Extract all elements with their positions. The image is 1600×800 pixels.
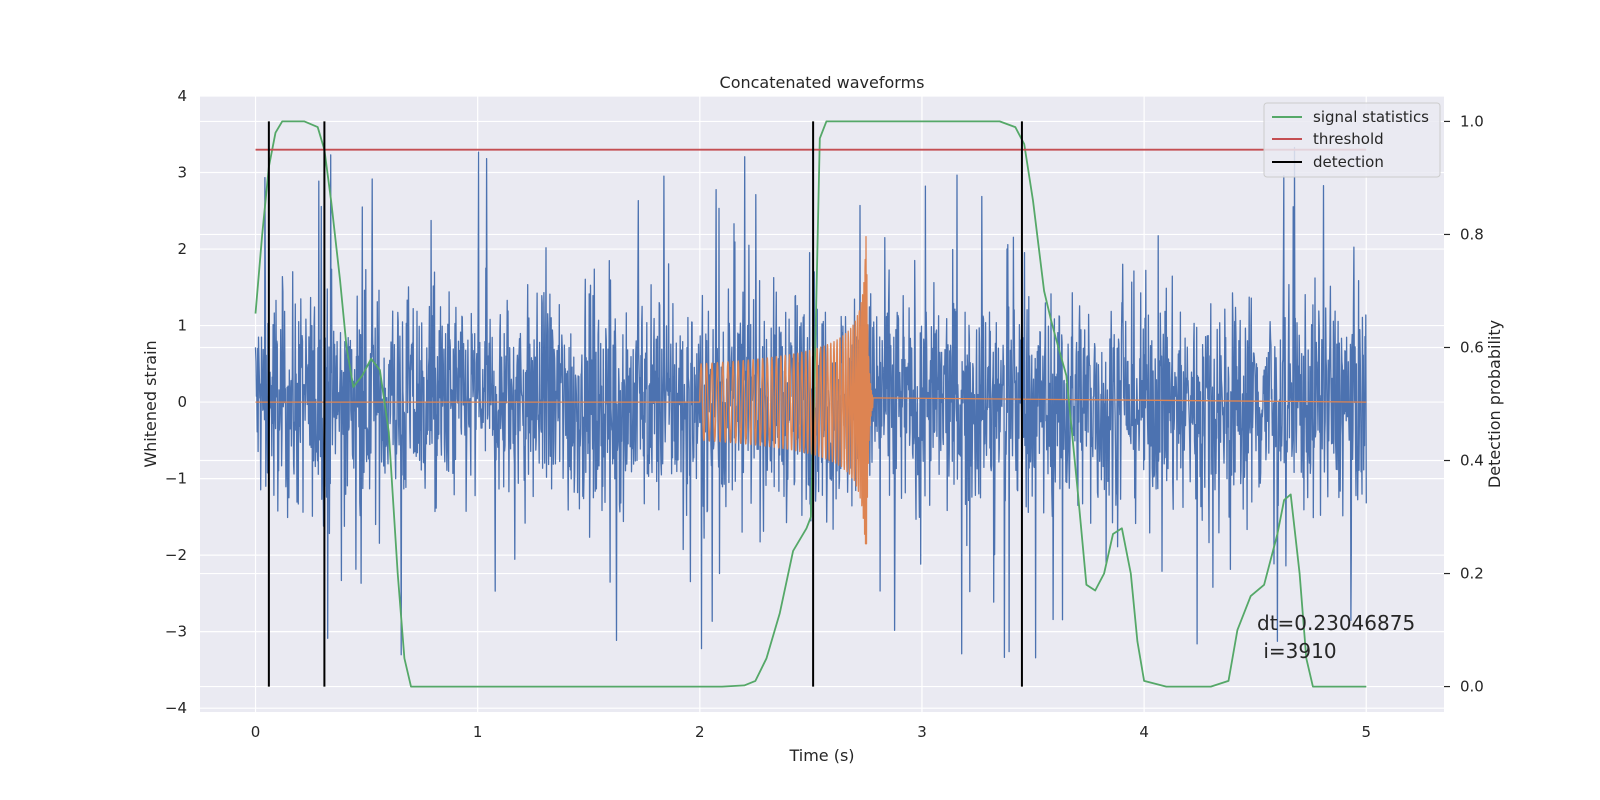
injection-series-line [255,235,1367,545]
y2-tick-label: 0.6 [1460,338,1484,356]
y-axis-label: Whitened strain [141,340,160,467]
y-tick-label: 3 [177,164,187,182]
y2-tick-label: 0.8 [1460,225,1484,243]
y-tick-label: −1 [165,470,187,488]
annotation-i: i=3910 [1257,639,1337,663]
y-tick-label: 0 [177,393,187,411]
legend-label-threshold: threshold [1313,130,1384,148]
x-tick-label: 3 [917,723,927,741]
noise-series-line [254,146,1367,659]
legend-label-signal-statistics: signal statistics [1313,108,1429,126]
x-tick-label: 1 [473,723,483,741]
y-tick-label: −3 [165,623,187,641]
legend-box [1263,102,1441,178]
x-axis-label: Time (s) [788,746,854,765]
signal-statistics-line [254,120,1367,688]
annotation-dt: dt=0.23046875 [1257,611,1415,635]
legend-label-detection: detection [1313,153,1384,171]
y-tick-label: −2 [165,546,187,564]
series-layer [254,120,1367,688]
y2-tick-label: 0.2 [1460,565,1484,583]
y-tick-label: 2 [177,240,187,258]
y2-axis-label: Detection probability [1485,320,1504,488]
y-tick-label: 4 [177,87,187,105]
detection-lines [267,121,1023,687]
x-tick-label: 5 [1361,723,1371,741]
axis-ticks: 0 1 2 3 4 5 4 3 2 1 0 −1 −2 −3 −4 1.0 0.8 0.6 0.4 0.2 0.0 [165,87,1484,741]
x-tick-label: 2 [695,723,705,741]
x-tick-label: 4 [1139,723,1149,741]
x-tick-label: 0 [251,723,261,741]
chart-title: Concatenated waveforms [720,73,925,92]
y2-tick-label: 0.4 [1460,452,1484,470]
y-tick-label: −4 [165,699,187,717]
y-tick-label: 1 [177,317,187,335]
legend: signal statistics threshold detection [1263,102,1441,178]
y2-tick-label: 1.0 [1460,112,1484,130]
y2-tick-label: 0.0 [1460,678,1484,696]
